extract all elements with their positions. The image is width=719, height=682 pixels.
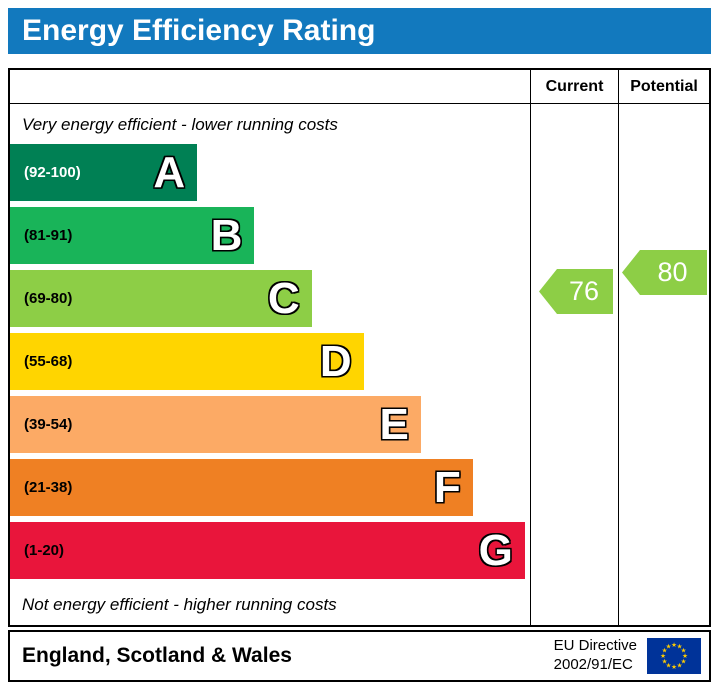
bands-area: Very energy efficient - lower running co… <box>10 104 530 625</box>
current-column-header: Current <box>530 70 618 104</box>
band-a-bar: (92-100) A <box>10 144 198 201</box>
top-note: Very energy efficient - lower running co… <box>22 115 338 134</box>
svg-text:★: ★ <box>681 647 687 655</box>
band-b-range-label: (81-91) <box>24 227 73 244</box>
band-f-bar: (21-38) F <box>10 459 473 516</box>
svg-text:★: ★ <box>671 663 677 671</box>
svg-text:★: ★ <box>671 641 677 649</box>
svg-text:★: ★ <box>662 658 668 666</box>
current-rating-value: 76 <box>568 276 600 306</box>
band-row-g: (1-20) G <box>10 522 530 579</box>
chart-footer: England, Scotland & Wales EU Directive 2… <box>8 630 711 682</box>
band-b-bar: (81-91) B <box>10 207 255 264</box>
svg-text:★: ★ <box>682 652 688 660</box>
band-c-range-label: (69-80) <box>24 290 73 307</box>
svg-text:★: ★ <box>681 658 687 666</box>
svg-text:★: ★ <box>666 662 672 670</box>
svg-text:★: ★ <box>677 662 683 670</box>
band-g-letter: G <box>478 525 513 575</box>
band-e-letter: E <box>379 399 409 449</box>
page-title: Energy Efficiency Rating <box>22 14 376 47</box>
eu-flag-icon: ★ ★ ★ ★ ★ ★ ★ ★ ★ ★ ★ ★ <box>647 638 701 674</box>
band-c-letter: C <box>267 273 300 323</box>
svg-text:★: ★ <box>660 652 666 660</box>
band-f-range-label: (21-38) <box>24 479 73 496</box>
potential-rating-cell: 80 <box>618 104 709 625</box>
potential-column-header: Potential <box>618 70 709 104</box>
eu-flag-bg <box>647 638 701 674</box>
band-g-bar: (1-20) G <box>10 522 525 579</box>
bottom-note: Not energy efficient - higher running co… <box>22 595 337 614</box>
current-rating-arrow: 76 <box>539 269 613 314</box>
current-rating-cell: 76 <box>530 104 618 625</box>
band-a-letter: A <box>153 147 186 197</box>
potential-rating-value: 80 <box>657 257 688 287</box>
page-title-bar: Energy Efficiency Rating <box>8 8 711 54</box>
band-g-range-label: (1-20) <box>24 542 65 559</box>
band-f-letter: F <box>433 462 461 512</box>
band-row-c: (69-80) C <box>10 270 530 327</box>
main-column-header <box>10 70 530 104</box>
band-d-bar: (55-68) D <box>10 333 364 390</box>
svg-text:★: ★ <box>677 643 683 651</box>
band-row-a: (92-100) A <box>10 144 530 201</box>
band-b-letter: B <box>210 210 243 260</box>
svg-text:★: ★ <box>666 643 672 651</box>
band-d-letter: D <box>319 336 352 386</box>
band-row-d: (55-68) D <box>10 333 530 390</box>
band-row-f: (21-38) F <box>10 459 530 516</box>
band-d-range-label: (55-68) <box>24 353 73 370</box>
potential-rating-arrow: 80 <box>622 250 707 295</box>
band-c-bar: (69-80) C <box>10 270 312 327</box>
energy-rating-chart: Current Potential Very energy efficient … <box>8 68 711 627</box>
eu-directive-label: EU Directive 2002/91/EC <box>554 637 637 675</box>
band-a-range-label: (92-100) <box>24 164 81 181</box>
eu-directive-line1: EU Directive <box>553 637 637 655</box>
svg-text:★: ★ <box>662 647 668 655</box>
band-e-bar: (39-54) E <box>10 396 421 453</box>
band-row-b: (81-91) B <box>10 207 530 264</box>
eu-directive-line2: 2002/91/EC <box>553 656 633 673</box>
region-label: England, Scotland & Wales <box>22 644 292 667</box>
band-e-range-label: (39-54) <box>24 416 73 433</box>
band-row-e: (39-54) E <box>10 396 530 453</box>
